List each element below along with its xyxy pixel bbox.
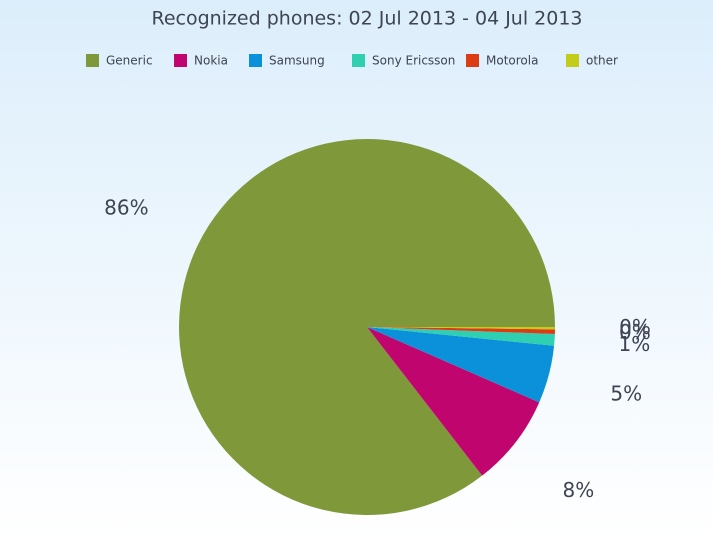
legend-swatch xyxy=(566,54,579,67)
pie-slice xyxy=(367,327,555,346)
data-label: 0% xyxy=(619,315,651,339)
pie-slice xyxy=(367,327,555,403)
legend: Generic Nokia Samsung Sony Ericsson Motorola… xyxy=(86,54,618,68)
legend-label: Samsung xyxy=(269,54,325,68)
legend-swatch xyxy=(466,54,479,67)
legend-label: Generic xyxy=(106,54,153,68)
legend-swatch xyxy=(174,54,187,67)
legend-label: Sony Ericsson xyxy=(372,54,455,68)
pie: 86% 8% 5% 1%0%0% xyxy=(104,138,651,516)
pie-slice xyxy=(367,327,540,476)
data-label: 0% xyxy=(619,320,651,344)
pie-slice xyxy=(367,327,555,330)
legend-swatch xyxy=(352,54,365,67)
data-label: 86% xyxy=(104,195,148,219)
legend-swatch xyxy=(86,54,99,67)
data-label: 5% xyxy=(610,381,642,405)
legend-label: Nokia xyxy=(194,54,228,68)
legend-label: other xyxy=(586,54,618,68)
data-label: 1% xyxy=(619,332,651,356)
legend-label: Motorola xyxy=(486,54,538,68)
data-label: 8% xyxy=(563,478,595,502)
chart-title: Recognized phones: 02 Jul 2013 - 04 Jul … xyxy=(151,8,582,30)
legend-swatch xyxy=(249,54,262,67)
pie-slice xyxy=(367,327,555,335)
